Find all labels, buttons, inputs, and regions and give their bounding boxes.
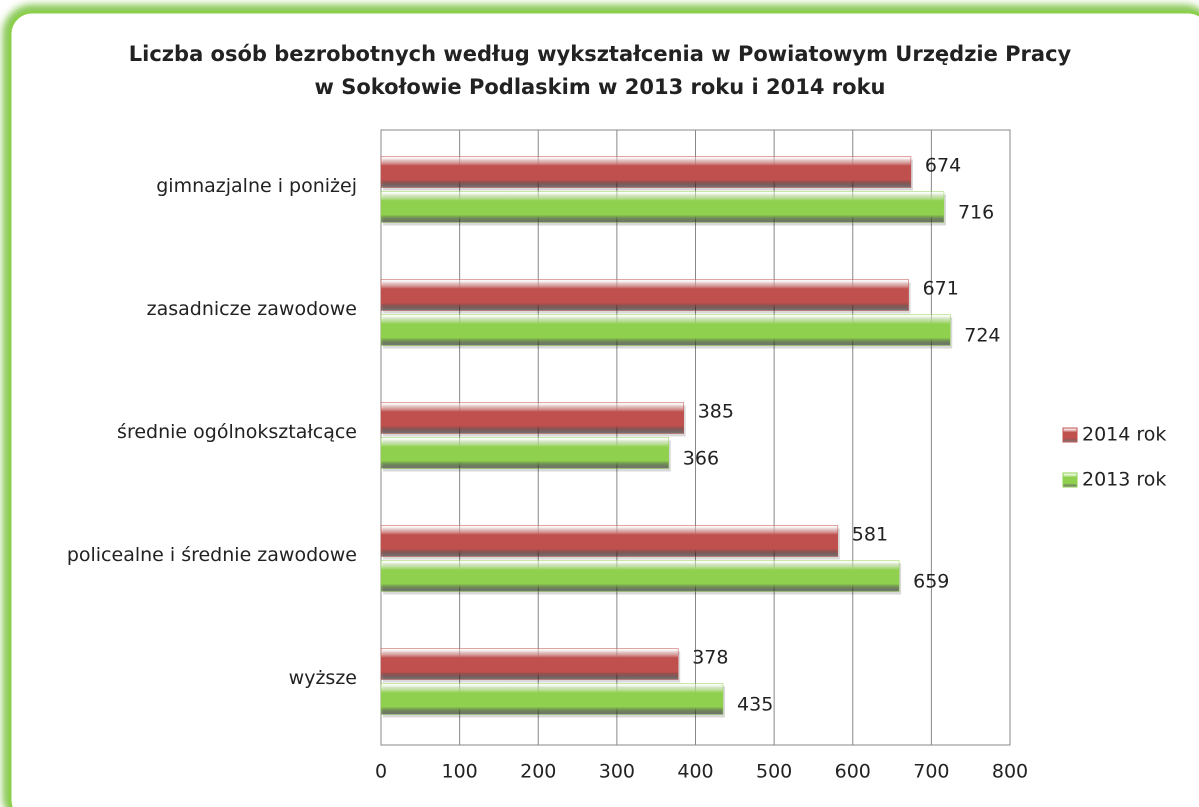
value-label: 671: [923, 278, 959, 300]
y-tick-label: wyższe: [289, 667, 357, 689]
chart-title: Liczba osób bezrobotnych według wykształ…: [129, 42, 1072, 66]
x-tick-label: 500: [756, 761, 792, 783]
legend-label: 2014 rok: [1082, 424, 1166, 446]
bar: [380, 314, 951, 346]
legend-label: 2013 rok: [1082, 469, 1166, 491]
value-label: 724: [964, 325, 1000, 347]
x-tick-label: 700: [913, 761, 949, 783]
x-tick-label: 800: [992, 761, 1028, 783]
x-tick-label: 200: [520, 761, 556, 783]
y-tick-label: gimnazjalne i poniżej: [156, 175, 357, 197]
bar: [380, 437, 670, 469]
value-label: 378: [692, 647, 728, 669]
bar: [380, 279, 909, 311]
bar: [380, 525, 839, 557]
frame-glow: [3, 5, 1199, 807]
bar: [380, 156, 912, 188]
bar: [380, 402, 684, 434]
x-tick-label: 300: [599, 761, 635, 783]
value-label: 659: [913, 571, 949, 593]
value-label: 674: [925, 155, 961, 177]
bar: [380, 560, 900, 592]
y-tick-label: średnie ogólnokształcące: [117, 421, 357, 443]
x-tick-label: 0: [375, 761, 387, 783]
bar: [380, 191, 945, 223]
bar: [380, 683, 724, 715]
x-tick-label: 100: [441, 761, 477, 783]
bar: [380, 648, 679, 680]
y-tick-label: zasadnicze zawodowe: [147, 298, 357, 320]
x-tick-label: 600: [835, 761, 871, 783]
x-tick-label: 400: [677, 761, 713, 783]
value-label: 366: [683, 448, 719, 470]
value-label: 385: [698, 401, 734, 423]
legend-swatch: [1062, 472, 1078, 488]
value-label: 716: [958, 202, 994, 224]
value-label: 435: [737, 694, 773, 716]
chart-title: w Sokołowie Podlaskim w 2013 roku i 2014…: [315, 75, 886, 99]
legend-swatch: [1062, 427, 1078, 443]
y-tick-label: policealne i średnie zawodowe: [67, 544, 357, 566]
value-label: 581: [852, 524, 888, 546]
